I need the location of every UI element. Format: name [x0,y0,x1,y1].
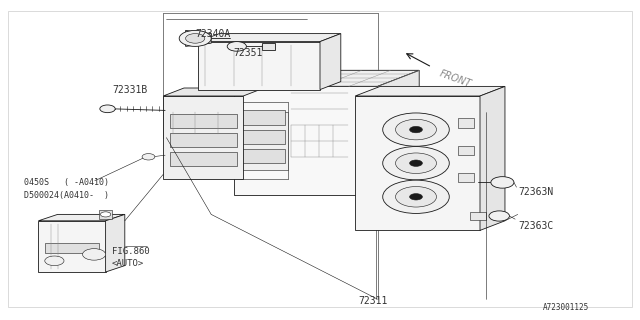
Polygon shape [186,30,211,46]
Polygon shape [320,34,340,90]
Circle shape [179,30,211,46]
Polygon shape [355,96,480,230]
Circle shape [45,256,64,266]
Polygon shape [458,173,474,182]
Circle shape [396,119,436,140]
Polygon shape [163,88,264,96]
Circle shape [383,113,449,146]
Circle shape [100,212,111,217]
Text: 72340A: 72340A [195,28,230,39]
Circle shape [383,180,449,213]
Circle shape [383,147,449,180]
Polygon shape [237,112,288,170]
Circle shape [227,42,246,51]
Polygon shape [45,243,99,253]
Circle shape [83,249,106,260]
Polygon shape [99,210,112,219]
Polygon shape [240,130,285,144]
Circle shape [100,105,115,113]
Circle shape [491,177,514,188]
Circle shape [410,160,422,166]
Text: 72311: 72311 [358,296,388,307]
Text: 72363N: 72363N [518,187,554,197]
Polygon shape [240,110,285,125]
Polygon shape [170,152,237,166]
Polygon shape [198,34,340,42]
Polygon shape [38,214,125,221]
Text: <AUTO>: <AUTO> [112,260,144,268]
Circle shape [396,153,436,173]
Polygon shape [355,86,505,96]
Polygon shape [480,86,505,230]
Polygon shape [378,70,419,195]
Polygon shape [234,86,378,195]
Polygon shape [458,146,474,155]
Polygon shape [458,118,474,128]
Polygon shape [240,149,285,163]
Text: 72363C: 72363C [518,220,554,231]
Circle shape [396,187,436,207]
Polygon shape [38,221,106,272]
Polygon shape [470,212,486,220]
Text: 72351: 72351 [234,48,263,58]
Text: FIG.860: FIG.860 [112,247,150,256]
Polygon shape [163,96,243,179]
Text: 0450S   ( -A0410): 0450S ( -A0410) [24,178,109,187]
Polygon shape [170,133,237,147]
Polygon shape [170,114,237,128]
Text: A723001125: A723001125 [543,303,589,312]
Text: D500024(A0410-  ): D500024(A0410- ) [24,191,109,200]
Circle shape [410,126,422,133]
Text: 72331B: 72331B [112,84,147,95]
Circle shape [489,211,509,221]
Polygon shape [234,70,419,86]
Circle shape [142,154,155,160]
Polygon shape [106,214,125,272]
Polygon shape [262,43,275,50]
Text: FRONT: FRONT [438,68,473,89]
Circle shape [410,194,422,200]
Circle shape [186,34,205,43]
Polygon shape [198,42,320,90]
